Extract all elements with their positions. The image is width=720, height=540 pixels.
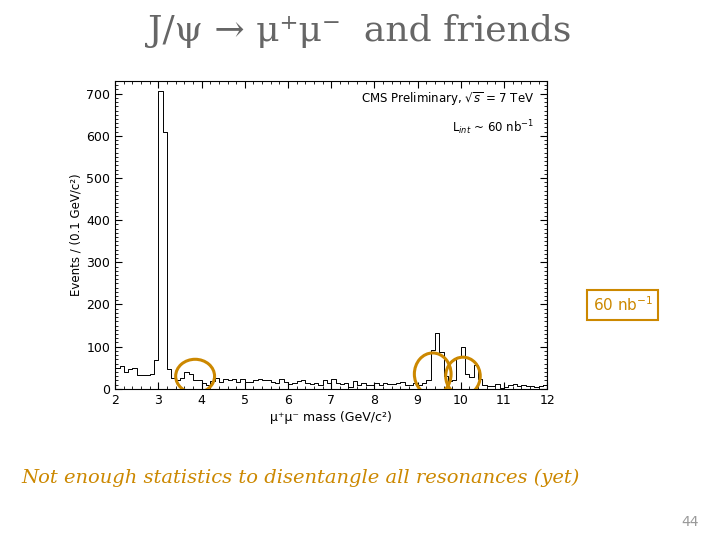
Text: 44: 44 — [681, 515, 698, 529]
Text: CMS Preliminary, $\sqrt{s}$ = 7 TeV: CMS Preliminary, $\sqrt{s}$ = 7 TeV — [361, 90, 534, 108]
Text: L$_{int}$ ~ 60 nb$^{-1}$: L$_{int}$ ~ 60 nb$^{-1}$ — [452, 118, 534, 137]
Text: Not enough statistics to disentangle all resonances (yet): Not enough statistics to disentangle all… — [22, 469, 580, 487]
X-axis label: μ⁺μ⁻ mass (GeV/c²): μ⁺μ⁻ mass (GeV/c²) — [270, 411, 392, 424]
Y-axis label: Events / (0.1 GeV/c²): Events / (0.1 GeV/c²) — [69, 173, 82, 296]
Text: 60 nb$^{-1}$: 60 nb$^{-1}$ — [593, 296, 653, 314]
Text: J/ψ → μ⁺μ⁻  and friends: J/ψ → μ⁺μ⁻ and friends — [148, 14, 572, 48]
